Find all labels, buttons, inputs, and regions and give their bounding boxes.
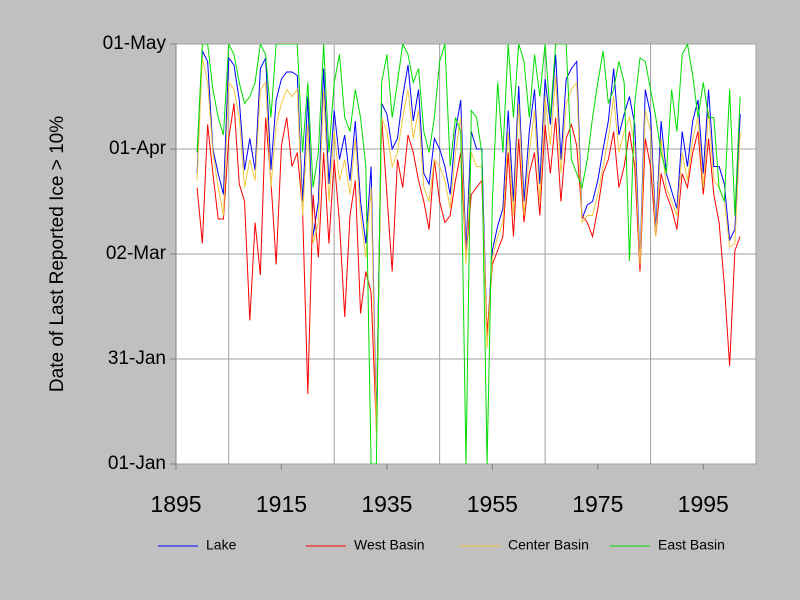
line bbox=[196, 44, 741, 464]
line bbox=[196, 49, 741, 423]
x-tick-label: 1995 bbox=[678, 491, 729, 517]
y-tick-label: 01-Jan bbox=[108, 453, 166, 474]
legend-label: Center Basin bbox=[508, 537, 589, 553]
x-tick-label: 1975 bbox=[572, 491, 623, 517]
y-tick-label: 31-Jan bbox=[108, 348, 166, 369]
y-tick-label: 01-Apr bbox=[109, 138, 167, 159]
legend-label: Lake bbox=[206, 537, 237, 553]
legend-label: East Basin bbox=[658, 537, 725, 553]
x-tick-label: 1955 bbox=[467, 491, 518, 517]
line bbox=[196, 57, 741, 433]
y-tick-label: 01-May bbox=[103, 33, 167, 54]
x-tick-label: 1915 bbox=[256, 491, 307, 517]
x-tick-label: 1895 bbox=[150, 491, 201, 517]
x-tick-label: 1935 bbox=[361, 491, 412, 517]
y-tick-label: 02-Mar bbox=[106, 243, 167, 264]
y-axis-label: Date of Last Reported Ice > 10% bbox=[47, 116, 68, 392]
line bbox=[196, 103, 741, 430]
legend-label: West Basin bbox=[354, 537, 425, 553]
